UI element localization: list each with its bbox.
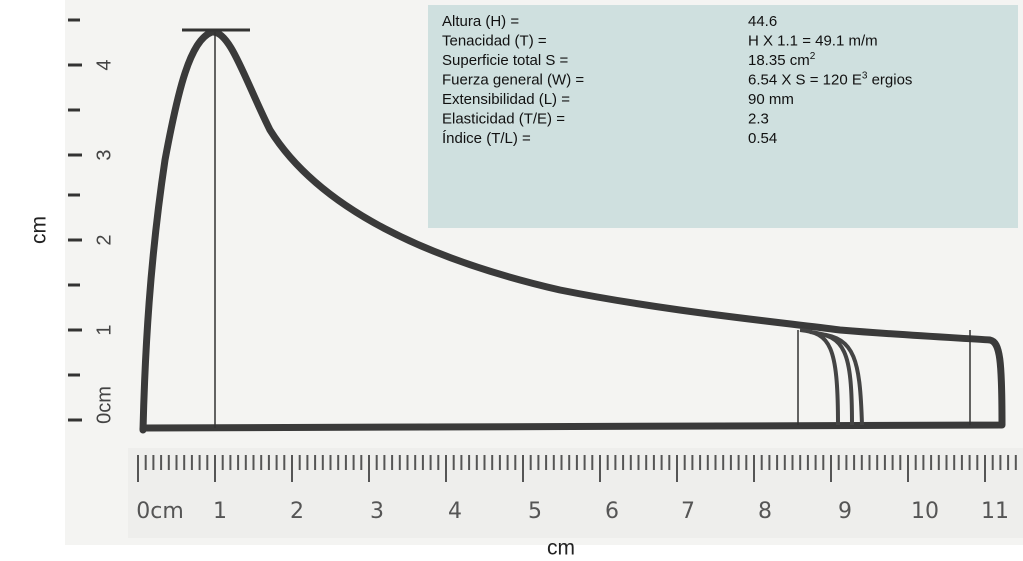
scan: 0cm 1 2 3 4 5 6 7 8 9 10 11 4 3 2 1 0cm cm cm Altura (H…: [0, 0, 1023, 561]
y-axis-title: cm: [28, 216, 51, 244]
value: 44.6: [748, 13, 777, 30]
value: 0.54: [748, 130, 777, 147]
value: 90 mm: [748, 91, 794, 108]
row-label: Superficie total S =: [442, 52, 569, 69]
row-label: Índice (T/L) =: [442, 130, 531, 147]
value: H X 1.1 = 49.1 m/m: [748, 32, 878, 49]
row-value: H X 1.1 = 49.1 m/m: [748, 32, 878, 49]
ruler: [128, 448, 1023, 538]
ruler-label: 5: [528, 499, 542, 524]
page: {"info_table": {"rows": [ {"label": "Alt…: [0, 0, 1023, 561]
ruler-label: 11: [981, 499, 1009, 524]
ruler-label: 3: [370, 499, 384, 524]
row-value: 44.6: [748, 13, 777, 30]
ruler-label: 10: [911, 499, 939, 524]
row-value: 18.35 cm2: [748, 51, 816, 69]
value: 2.3: [748, 110, 769, 127]
value: 18.35 cm: [748, 52, 810, 69]
row-label: Fuerza general (W) =: [442, 71, 584, 88]
row-value: 0.54: [748, 130, 777, 147]
ruler-label: 0cm: [136, 499, 184, 524]
value-sup: 2: [810, 51, 816, 62]
ruler-label: 8: [758, 499, 772, 524]
y-label: 3: [93, 149, 115, 160]
y-label: 4: [93, 59, 115, 70]
row-value: 2.3: [748, 110, 769, 127]
row-value: 90 mm: [748, 91, 794, 108]
row-label: Altura (H) =: [442, 13, 519, 30]
y-label: 0cm: [93, 386, 115, 424]
ruler-label: 9: [838, 499, 852, 524]
ruler-label: 6: [605, 499, 619, 524]
ruler-label: 1: [213, 499, 227, 524]
value-tail: ergios: [867, 71, 912, 88]
x-axis-title: cm: [547, 537, 575, 560]
row-label: Extensibilidad (L) =: [442, 91, 570, 108]
value: 6.54 X S = 120 E: [748, 71, 862, 88]
ruler-label: 7: [681, 499, 695, 524]
row-label: Tenacidad (T) =: [442, 32, 547, 49]
y-label: 2: [93, 234, 115, 245]
y-label: 1: [93, 324, 115, 335]
ruler-label: 4: [448, 499, 462, 524]
ruler-label: 2: [290, 499, 304, 524]
row-label: Elasticidad (T/E) =: [442, 110, 565, 127]
row-value: 6.54 X S = 120 E3 ergios: [748, 70, 912, 88]
